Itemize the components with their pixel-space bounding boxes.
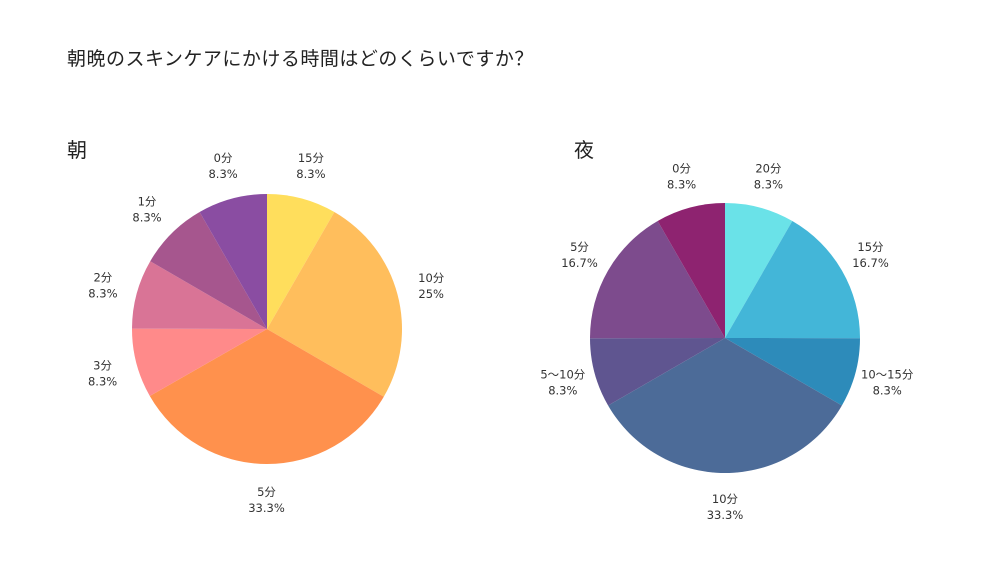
slice-value-morning-6: 8.3% (208, 167, 237, 181)
pie-slice-morning-0 (267, 194, 335, 329)
slice-value-morning-5: 8.3% (132, 211, 161, 225)
pie-chart-night: 20分 8.3% 15分 16.7% 10〜15分 8.3% 10分 33.3% 5〜10分 8.… (540, 162, 914, 522)
slice-label-morning-0: 15分 (298, 151, 325, 165)
pie-slice-night-6 (657, 203, 725, 338)
slice-label-night-2: 10〜15分 (861, 368, 914, 382)
slice-value-night-2: 8.3% (873, 384, 902, 398)
slice-value-morning-3: 8.3% (88, 374, 117, 388)
slice-label-night-0: 20分 (755, 162, 782, 176)
slice-label-morning-6: 0分 (214, 151, 233, 165)
slice-label-night-5: 5分 (570, 240, 589, 254)
pie-slice-night-0 (725, 203, 793, 338)
slice-value-morning-1: 25% (418, 287, 444, 301)
slice-value-night-1: 16.7% (852, 256, 889, 270)
pie-slice-morning-1 (267, 212, 402, 397)
slice-value-night-6: 8.3% (667, 178, 696, 192)
pie-slice-night-5 (589, 220, 725, 339)
slice-label-night-6: 0分 (672, 162, 691, 176)
slice-label-morning-2: 5分 (257, 485, 276, 499)
pie-chart-morning: 15分 8.3% 10分 25% 5分 33.3% 3分 8.3% 2分 8.3% 1分 8.3% 0分… (88, 151, 445, 515)
pie-slice-morning-3 (131, 328, 267, 397)
slice-value-morning-0: 8.3% (296, 167, 325, 181)
pie-slice-night-4 (590, 338, 725, 406)
chart-title-night: 夜 (574, 138, 594, 162)
slice-label-night-3: 10分 (712, 492, 739, 506)
slice-label-morning-3: 3分 (93, 358, 112, 372)
slice-label-morning-4: 2分 (93, 271, 112, 285)
page-title: 朝晩のスキンケアにかける時間はどのくらいですか？ (67, 48, 534, 70)
slice-value-morning-2: 33.3% (248, 501, 285, 515)
pie-slice-night-1 (725, 220, 861, 339)
slice-label-morning-5: 1分 (138, 195, 157, 209)
pie-slice-morning-4 (132, 261, 267, 329)
slice-value-night-3: 33.3% (707, 508, 744, 522)
slice-label-night-4: 5〜10分 (540, 368, 585, 382)
pie-slice-morning-2 (149, 329, 384, 465)
pie-slice-night-3 (608, 338, 842, 473)
slice-label-morning-1: 10分 (418, 271, 445, 285)
slice-value-morning-4: 8.3% (88, 287, 117, 301)
pie-slice-morning-6 (199, 194, 267, 329)
pie-slice-morning-5 (150, 212, 267, 329)
slice-value-night-0: 8.3% (754, 178, 783, 192)
slice-value-night-5: 16.7% (561, 256, 598, 270)
chart-title-morning: 朝 (67, 138, 87, 162)
slice-value-night-4: 8.3% (548, 384, 577, 398)
slice-label-night-1: 15分 (857, 240, 884, 254)
pie-slice-night-2 (725, 338, 860, 406)
